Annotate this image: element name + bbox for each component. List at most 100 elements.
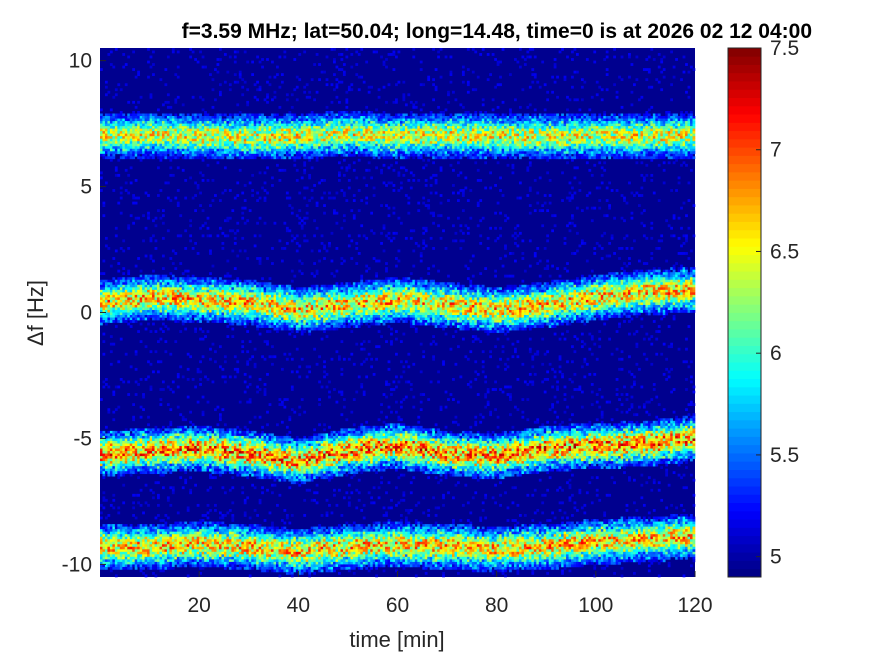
heatmap-cell <box>137 453 140 457</box>
heatmap-cell <box>122 123 126 127</box>
heatmap-cell <box>169 526 173 530</box>
heatmap-cell <box>164 131 168 134</box>
heatmap-cell <box>201 299 205 303</box>
heatmap-cell <box>216 531 220 535</box>
heatmap-cell <box>204 287 207 291</box>
heatmap-cell <box>149 153 153 157</box>
heatmap-cell <box>226 531 230 535</box>
heatmap-cell <box>154 438 158 442</box>
heatmap-cell <box>122 549 126 553</box>
heatmap-cell <box>132 544 136 548</box>
heatmap-cell <box>114 93 118 97</box>
heatmap-cell <box>231 531 235 535</box>
heatmap-cell <box>159 284 163 288</box>
heatmap-cell <box>228 443 232 447</box>
heatmap-cell <box>114 121 118 124</box>
heatmap-cell <box>231 304 235 308</box>
heatmap-cell <box>147 75 150 79</box>
heatmap-cell <box>139 304 143 308</box>
heatmap-cell <box>134 131 138 134</box>
heatmap-cell <box>114 549 118 553</box>
heatmap-cell <box>154 350 158 354</box>
heatmap-cell <box>179 317 183 321</box>
heatmap-cell <box>176 141 180 145</box>
heatmap-cell <box>107 287 111 291</box>
heatmap-cell <box>186 146 190 150</box>
heatmap-cell <box>231 229 235 233</box>
heatmap-cell <box>199 95 202 99</box>
heatmap-cell <box>219 292 222 296</box>
heatmap-cell <box>159 544 163 548</box>
heatmap-cell <box>129 529 133 532</box>
heatmap-cell <box>161 561 165 565</box>
heatmap-cell <box>248 302 252 306</box>
heatmap-cell <box>134 297 138 301</box>
heatmap-cell <box>132 292 136 296</box>
heatmap-cell <box>139 158 143 162</box>
heatmap-cell <box>159 143 163 147</box>
heatmap-cell <box>211 446 215 449</box>
heatmap-cell <box>104 516 108 520</box>
heatmap-cell <box>119 148 123 152</box>
heatmap-cell <box>139 443 143 447</box>
heatmap-cell <box>214 360 217 364</box>
heatmap-cell <box>248 546 252 550</box>
heatmap-cell <box>236 458 240 462</box>
heatmap-cell <box>233 121 237 124</box>
heatmap-cell <box>194 194 197 197</box>
heatmap-cell <box>184 196 188 200</box>
heatmap-cell <box>211 148 215 152</box>
heatmap-cell <box>194 461 197 464</box>
heatmap-cell <box>129 116 133 119</box>
heatmap-cell <box>159 430 163 434</box>
heatmap-cell <box>144 438 148 442</box>
heatmap-cell <box>179 440 183 444</box>
heatmap-cell <box>174 282 178 286</box>
heatmap-cell <box>157 493 160 497</box>
heatmap-cell <box>119 196 123 200</box>
heatmap-cell <box>209 277 212 281</box>
heatmap-cell <box>176 453 180 457</box>
heatmap-cell <box>174 524 178 527</box>
heatmap-cell <box>122 143 126 147</box>
heatmap-cell <box>144 226 148 230</box>
heatmap-cell <box>209 126 212 129</box>
heatmap-cell <box>196 425 200 429</box>
heatmap-cell <box>129 282 133 286</box>
heatmap-cell <box>191 153 195 157</box>
heatmap-cell <box>152 277 155 281</box>
heatmap-cell <box>124 151 128 155</box>
heatmap-cell <box>238 561 242 565</box>
heatmap-cell <box>122 267 126 270</box>
heatmap-cell <box>166 294 170 298</box>
heatmap-cell <box>124 297 128 301</box>
heatmap-cell <box>102 466 106 469</box>
heatmap-cell <box>228 287 232 291</box>
heatmap-cell <box>127 468 131 472</box>
heatmap-cell <box>241 284 245 288</box>
heatmap-cell <box>176 539 180 543</box>
heatmap-cell <box>219 521 222 525</box>
heatmap-cell <box>226 302 230 306</box>
heatmap-cell <box>164 133 168 137</box>
heatmap-cell <box>211 309 215 313</box>
heatmap-cell <box>112 279 116 283</box>
heatmap-cell <box>159 403 163 407</box>
heatmap-cell <box>206 435 210 439</box>
heatmap-cell <box>102 352 106 356</box>
heatmap-cell <box>147 277 150 281</box>
heatmap-cell <box>176 385 180 389</box>
heatmap-cell <box>161 486 165 490</box>
heatmap-cell <box>196 279 200 283</box>
heatmap-cell <box>201 297 205 301</box>
heatmap-cell <box>147 564 150 568</box>
heatmap-cell <box>179 461 183 464</box>
heatmap-cell <box>199 524 202 527</box>
heatmap-cell <box>179 287 183 291</box>
heatmap-cell <box>241 541 245 545</box>
heatmap-cell <box>231 209 235 213</box>
heatmap-cell <box>181 453 185 457</box>
heatmap-cell <box>139 116 143 119</box>
heatmap-cell <box>174 292 178 296</box>
heatmap-cell <box>122 435 126 439</box>
